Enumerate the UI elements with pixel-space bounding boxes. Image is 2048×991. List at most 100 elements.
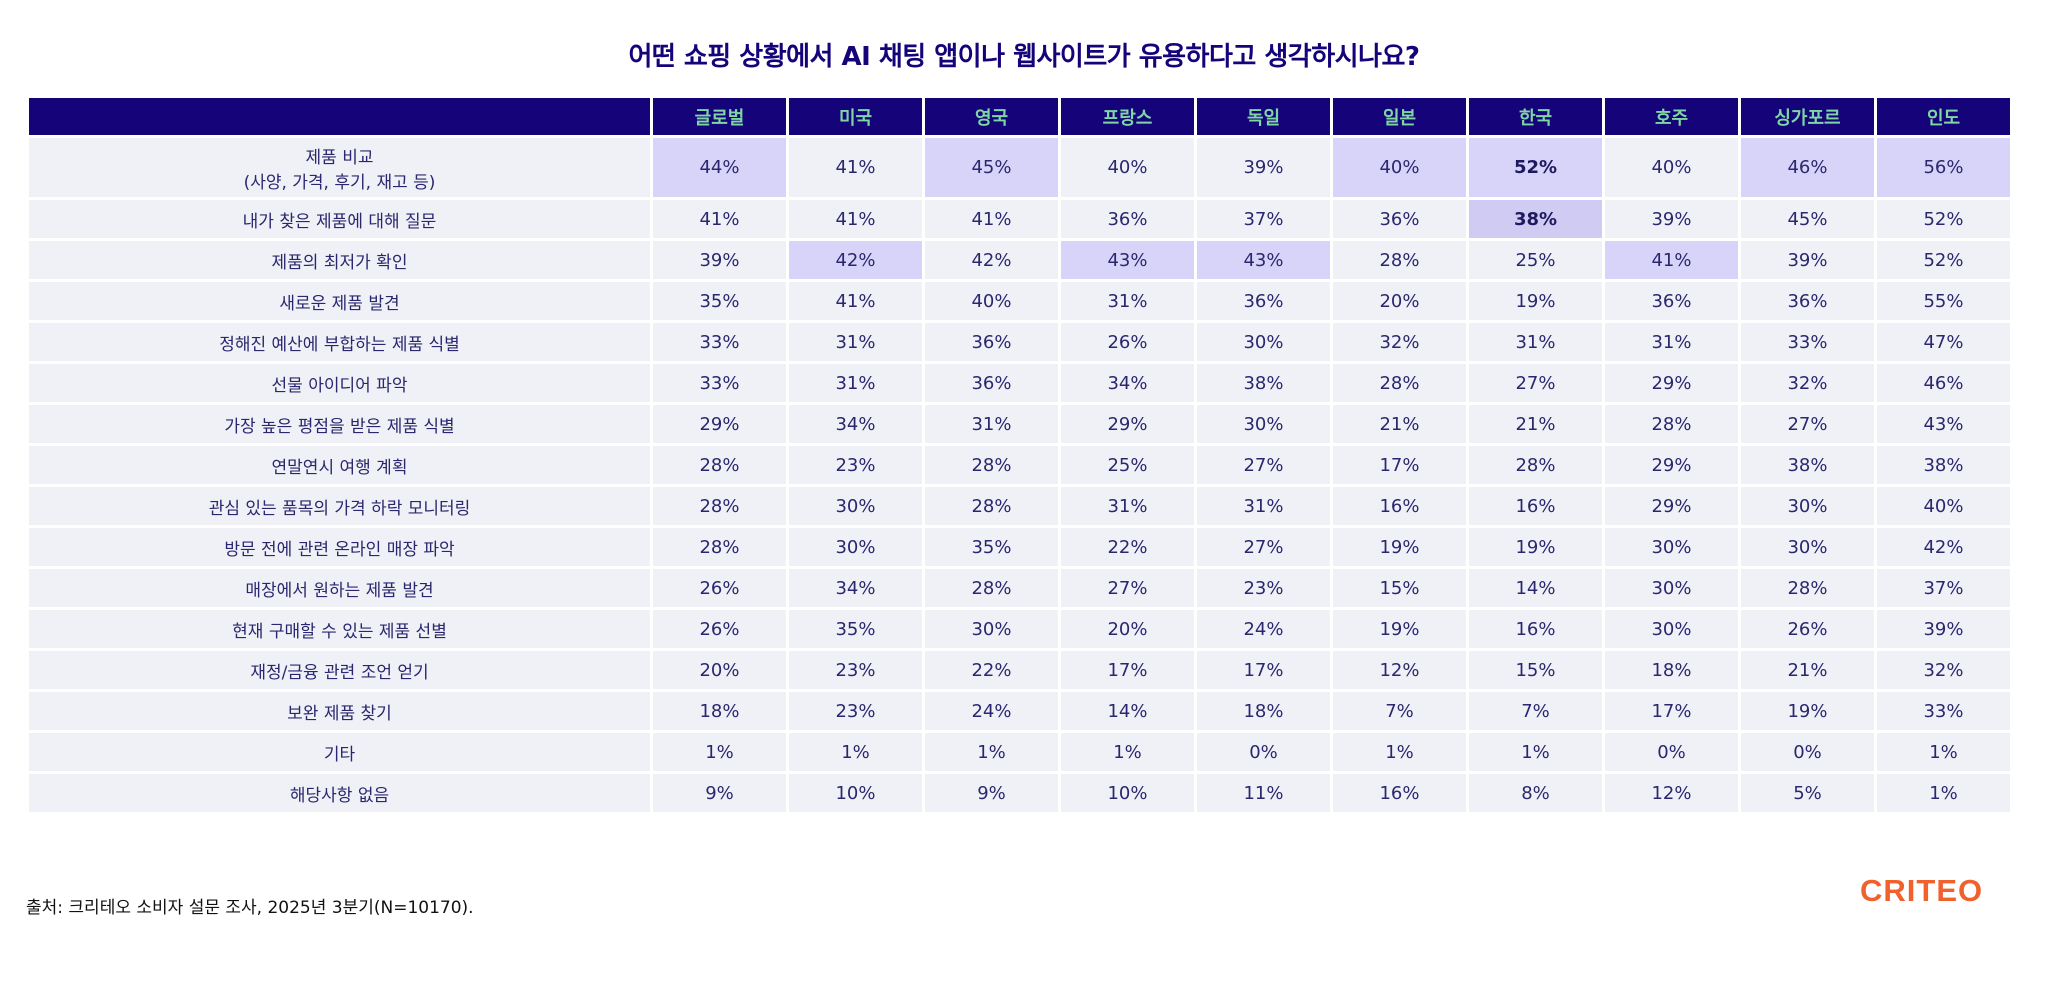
value-cell: 28% — [1333, 241, 1466, 279]
value-cell: 30% — [1741, 487, 1874, 525]
column-header: 호주 — [1605, 98, 1738, 135]
row-label: 관심 있는 품목의 가격 하락 모니터링 — [29, 487, 650, 525]
value-cell: 30% — [1605, 610, 1738, 648]
value-cell: 24% — [1197, 610, 1330, 648]
table-row: 현재 구매할 수 있는 제품 선별 26% 35% 30% 20% 24% 19% 16% 30… — [29, 610, 2010, 648]
table-row: 기타 1% 1% 1% 1% 0% 1% 1% 0% 0% 1% — [29, 733, 2010, 771]
value-cell: 20% — [653, 651, 786, 689]
value-cell: 36% — [1741, 282, 1874, 320]
value-cell: 28% — [1469, 446, 1602, 484]
value-cell: 11% — [1197, 774, 1330, 812]
value-cell: 15% — [1469, 651, 1602, 689]
value-cell: 43% — [1877, 405, 2010, 443]
value-cell: 18% — [1605, 651, 1738, 689]
value-cell: 1% — [653, 733, 786, 771]
value-cell: 41% — [925, 200, 1058, 238]
row-label: 해당사항 없음 — [29, 774, 650, 812]
column-header: 프랑스 — [1061, 98, 1194, 135]
value-cell: 10% — [1061, 774, 1194, 812]
value-cell: 25% — [1061, 446, 1194, 484]
value-cell: 16% — [1469, 610, 1602, 648]
value-cell: 52% — [1469, 138, 1602, 197]
value-cell: 52% — [1877, 241, 2010, 279]
value-cell: 26% — [1061, 323, 1194, 361]
value-cell: 16% — [1469, 487, 1602, 525]
value-cell: 30% — [789, 528, 922, 566]
value-cell: 31% — [925, 405, 1058, 443]
row-label: 기타 — [29, 733, 650, 771]
value-cell: 31% — [1605, 323, 1738, 361]
table-row: 해당사항 없음 9% 10% 9% 10% 11% 16% 8% 12% 5% 1% — [29, 774, 2010, 812]
value-cell: 31% — [789, 364, 922, 402]
value-cell: 40% — [1605, 138, 1738, 197]
value-cell: 32% — [1333, 323, 1466, 361]
value-cell: 19% — [1469, 528, 1602, 566]
value-cell: 21% — [1741, 651, 1874, 689]
value-cell: 28% — [1741, 569, 1874, 607]
value-cell: 1% — [1469, 733, 1602, 771]
row-label: 새로운 제품 발견 — [29, 282, 650, 320]
value-cell: 34% — [789, 405, 922, 443]
value-cell: 1% — [925, 733, 1058, 771]
value-cell: 19% — [1333, 528, 1466, 566]
row-label: 매장에서 원하는 제품 발견 — [29, 569, 650, 607]
value-cell: 17% — [1061, 651, 1194, 689]
column-header: 일본 — [1333, 98, 1466, 135]
value-cell: 38% — [1197, 364, 1330, 402]
value-cell: 15% — [1333, 569, 1466, 607]
value-cell: 36% — [1061, 200, 1194, 238]
value-cell: 17% — [1333, 446, 1466, 484]
value-cell: 26% — [653, 610, 786, 648]
value-cell: 39% — [1197, 138, 1330, 197]
value-cell: 14% — [1469, 569, 1602, 607]
value-cell: 35% — [653, 282, 786, 320]
value-cell: 1% — [1061, 733, 1194, 771]
value-cell: 45% — [925, 138, 1058, 197]
value-cell: 40% — [1061, 138, 1194, 197]
value-cell: 35% — [925, 528, 1058, 566]
value-cell: 38% — [1741, 446, 1874, 484]
value-cell: 1% — [1877, 774, 2010, 812]
value-cell: 40% — [925, 282, 1058, 320]
value-cell: 10% — [789, 774, 922, 812]
value-cell: 52% — [1877, 200, 2010, 238]
value-cell: 41% — [789, 282, 922, 320]
value-cell: 18% — [1197, 692, 1330, 730]
value-cell: 27% — [1469, 364, 1602, 402]
row-label: 현재 구매할 수 있는 제품 선별 — [29, 610, 650, 648]
value-cell: 29% — [1605, 487, 1738, 525]
value-cell: 39% — [653, 241, 786, 279]
table-row: 가장 높은 평점을 받은 제품 식별 29% 34% 31% 29% 30% 21% 21% 2… — [29, 405, 2010, 443]
row-label: 정해진 예산에 부합하는 제품 식별 — [29, 323, 650, 361]
value-cell: 30% — [1741, 528, 1874, 566]
table-row: 새로운 제품 발견 35% 41% 40% 31% 36% 20% 19% 36% 36% 55% — [29, 282, 2010, 320]
value-cell: 32% — [1877, 651, 2010, 689]
value-cell: 17% — [1605, 692, 1738, 730]
value-cell: 28% — [653, 528, 786, 566]
value-cell: 27% — [1061, 569, 1194, 607]
value-cell: 22% — [1061, 528, 1194, 566]
value-cell: 28% — [925, 569, 1058, 607]
column-header: 싱가포르 — [1741, 98, 1874, 135]
value-cell: 39% — [1877, 610, 2010, 648]
value-cell: 41% — [653, 200, 786, 238]
value-cell: 31% — [1061, 282, 1194, 320]
value-cell: 46% — [1741, 138, 1874, 197]
column-header: 독일 — [1197, 98, 1330, 135]
value-cell: 28% — [1605, 405, 1738, 443]
column-header: 인도 — [1877, 98, 2010, 135]
value-cell: 43% — [1061, 241, 1194, 279]
value-cell: 21% — [1333, 405, 1466, 443]
value-cell: 8% — [1469, 774, 1602, 812]
table-row: 매장에서 원하는 제품 발견 26% 34% 28% 27% 23% 15% 14% 30% 28… — [29, 569, 2010, 607]
value-cell: 1% — [1333, 733, 1466, 771]
row-label: 제품 비교 (사양, 가격, 후기, 재고 등) — [29, 138, 650, 197]
value-cell: 23% — [789, 692, 922, 730]
value-cell: 37% — [1197, 200, 1330, 238]
value-cell: 47% — [1877, 323, 2010, 361]
value-cell: 7% — [1469, 692, 1602, 730]
header-blank-cell — [29, 98, 650, 135]
value-cell: 30% — [925, 610, 1058, 648]
table-row: 관심 있는 품목의 가격 하락 모니터링 28% 30% 28% 31% 31% 16% 16… — [29, 487, 2010, 525]
value-cell: 28% — [925, 487, 1058, 525]
